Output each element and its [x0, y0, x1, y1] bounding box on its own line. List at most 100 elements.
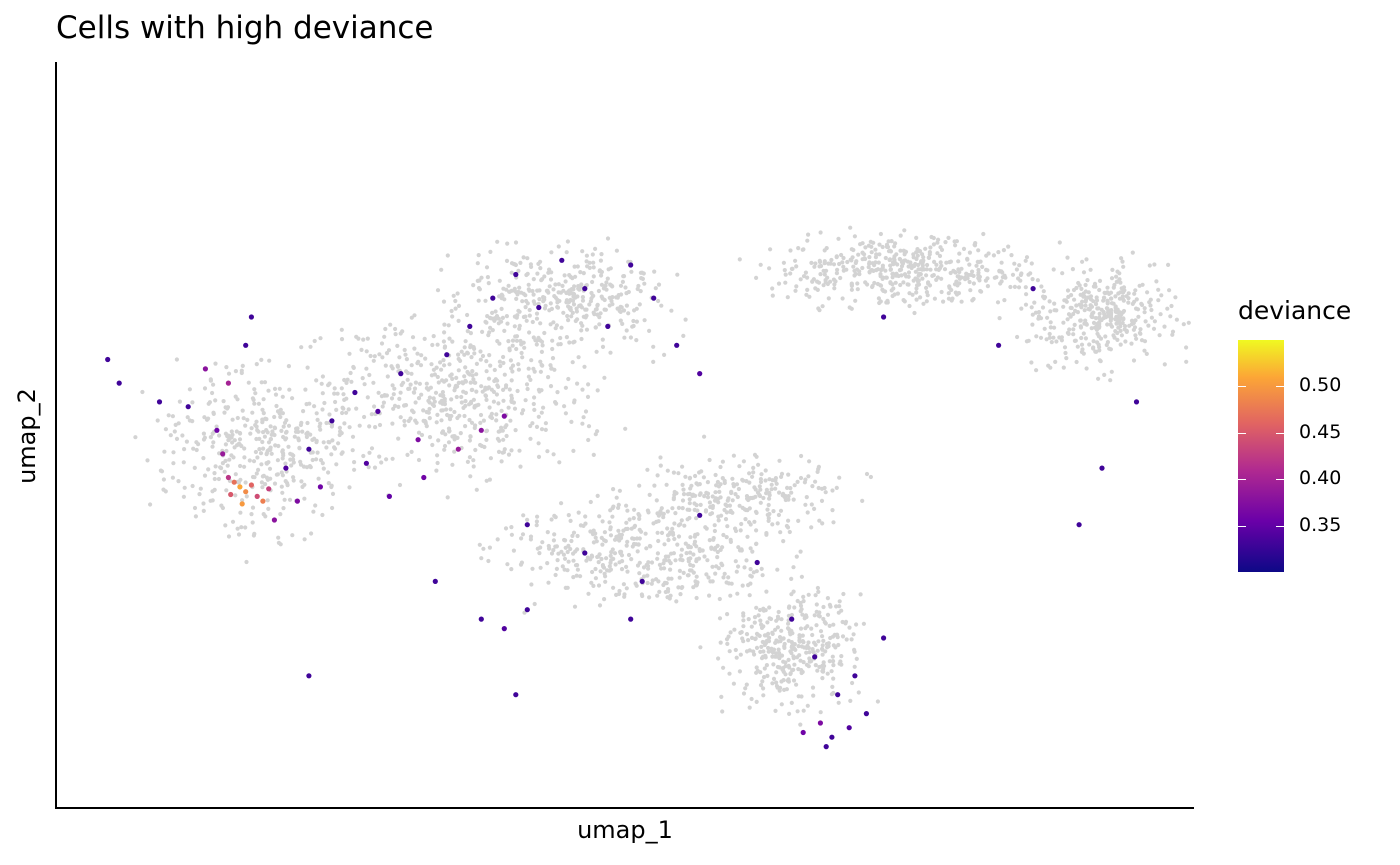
background-cell [820, 634, 825, 639]
background-cell [1072, 297, 1077, 302]
background-cell [907, 291, 912, 296]
background-cell [448, 373, 453, 378]
background-cell [474, 361, 479, 366]
background-cell [528, 377, 533, 382]
background-cell [817, 518, 822, 523]
background-cell [713, 472, 718, 478]
background-cell [172, 429, 177, 434]
background-cell [531, 292, 536, 297]
background-cell [177, 399, 182, 404]
background-cell [233, 472, 238, 477]
background-cell [671, 532, 676, 537]
background-cell [807, 650, 812, 655]
background-cell [476, 253, 481, 258]
background-cell [810, 685, 816, 690]
background-cell [598, 258, 604, 263]
background-cell [956, 259, 961, 264]
background-cell [724, 535, 729, 540]
background-cell [1097, 278, 1103, 283]
background-cell [572, 284, 577, 289]
background-cell [816, 306, 821, 311]
background-cell [377, 422, 383, 428]
background-cell [1159, 293, 1164, 298]
background-cell [609, 550, 614, 555]
background-cell [202, 435, 207, 440]
background-cell [741, 624, 746, 629]
background-cell [571, 294, 576, 299]
background-cell [1002, 298, 1007, 303]
background-cell [490, 328, 495, 333]
background-cell [545, 288, 550, 294]
background-cell [583, 409, 589, 414]
background-cell [419, 392, 424, 397]
background-cell [424, 381, 429, 386]
background-cell [286, 423, 292, 428]
background-cell [637, 571, 642, 576]
background-cell [836, 700, 841, 705]
background-cell [441, 339, 446, 344]
background-cell [661, 511, 666, 516]
background-cell [664, 482, 669, 487]
background-cell [441, 299, 447, 304]
background-cell [718, 482, 723, 487]
background-cell [413, 418, 418, 423]
background-cell [546, 270, 551, 275]
background-cell [914, 250, 919, 255]
background-cell [603, 574, 608, 579]
background-cell [213, 361, 218, 366]
background-cell [626, 311, 631, 316]
background-cell [776, 609, 781, 615]
background-cell [553, 400, 558, 405]
background-cell [747, 705, 752, 710]
background-cell [1148, 297, 1153, 302]
background-cell [372, 404, 377, 409]
background-cell [442, 379, 447, 384]
background-cell [861, 621, 867, 626]
background-cell [816, 485, 821, 491]
background-cell [1162, 362, 1167, 367]
background-cell [880, 244, 885, 250]
background-cell [820, 643, 825, 648]
background-cell [634, 338, 639, 343]
background-cell [925, 293, 930, 298]
background-cell [212, 471, 217, 476]
background-cell [816, 280, 822, 285]
background-cell [411, 410, 416, 415]
background-cell [787, 665, 792, 670]
background-cell [834, 271, 840, 276]
background-cell [367, 424, 372, 429]
background-cell [738, 652, 743, 657]
background-cell [798, 277, 803, 282]
background-cell [504, 314, 509, 319]
background-cell [637, 516, 642, 522]
background-cell [750, 549, 755, 554]
background-cell [1009, 253, 1014, 258]
cell-point [237, 484, 243, 490]
background-cell [509, 378, 514, 383]
background-cell [575, 264, 580, 269]
background-cell [591, 265, 596, 270]
background-cell [812, 506, 817, 511]
background-cell [781, 260, 787, 265]
background-cell [1026, 338, 1031, 343]
background-cell [429, 362, 434, 367]
background-cell [553, 282, 558, 287]
background-cell [259, 357, 264, 362]
background-cell [963, 275, 968, 280]
background-cell [536, 387, 542, 392]
background-cell [432, 399, 437, 404]
background-cell [599, 282, 605, 287]
background-cell [629, 557, 634, 562]
background-cell [274, 472, 279, 477]
background-cell [279, 470, 284, 475]
background-cell [752, 652, 757, 657]
background-cell [484, 428, 490, 433]
background-cell [296, 436, 301, 441]
cell-point [501, 413, 507, 419]
background-cell [1064, 356, 1069, 361]
background-cell [608, 350, 613, 355]
background-cell [794, 554, 799, 559]
background-cell [1115, 337, 1120, 342]
background-cell [642, 318, 647, 323]
background-cell [468, 434, 473, 439]
